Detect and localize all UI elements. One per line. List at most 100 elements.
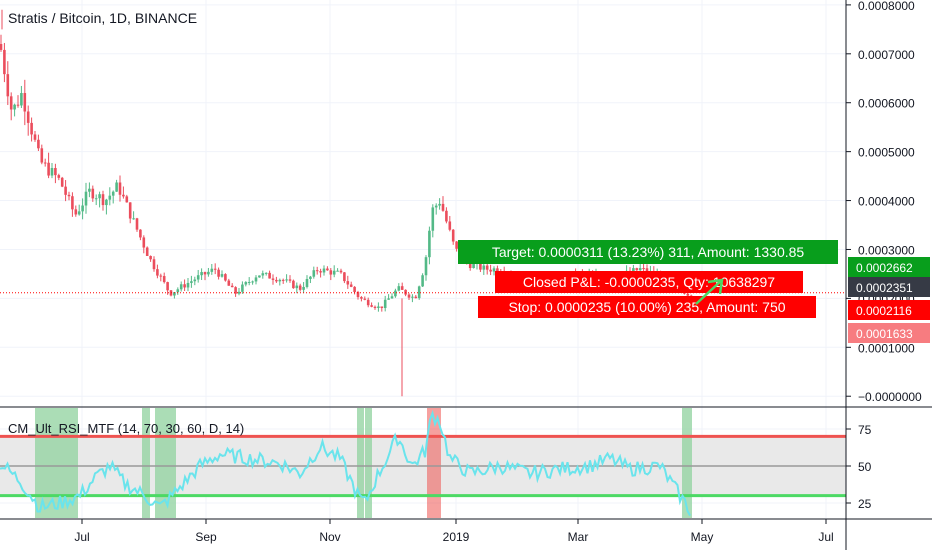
candle-body — [424, 257, 428, 276]
candle-body — [37, 139, 40, 149]
candle-body — [145, 247, 149, 256]
candle-body — [217, 269, 220, 277]
candle-body — [421, 275, 424, 287]
candle-body — [319, 271, 322, 273]
candle-body — [210, 268, 214, 272]
time-tick-label: Sep — [195, 530, 217, 544]
candle-body — [98, 194, 101, 199]
indicator-label: CM_Ult_RSI_MTF (14, 70, 30, 60, D, 14) — [8, 421, 245, 436]
candle-body — [186, 282, 190, 288]
candle-body — [101, 194, 105, 206]
time-tick-label: May — [691, 530, 714, 544]
candle-body — [33, 134, 37, 140]
time-tick-label: 2019 — [443, 530, 470, 544]
price-tick-label: 0.0007000 — [858, 48, 915, 62]
rsi-panel — [0, 409, 846, 517]
candle-body — [346, 281, 350, 285]
candle-body — [489, 269, 492, 272]
candle-body — [54, 168, 57, 176]
stop-box-bg — [478, 296, 816, 318]
rsi-line — [0, 409, 691, 517]
candle-body — [363, 298, 367, 300]
candle-body — [60, 177, 64, 187]
candle-body — [193, 279, 197, 282]
rsi-tick-label: 25 — [858, 497, 872, 511]
candle-body — [115, 182, 118, 192]
candle-body — [254, 277, 258, 282]
rsi-oversold-zone — [682, 408, 692, 518]
candle-body — [431, 207, 435, 231]
candle-body — [94, 198, 98, 200]
candle-body — [149, 255, 152, 260]
price-badge-label: 0.0002662 — [856, 261, 913, 275]
candle-body — [30, 122, 33, 135]
closed-pnl-box-bg — [495, 271, 803, 293]
candle-body — [332, 270, 336, 275]
rsi-tick-label: 50 — [858, 460, 872, 474]
candle-body — [196, 275, 200, 280]
candle-body — [383, 299, 387, 309]
candle-body — [445, 210, 448, 222]
candle-body — [271, 278, 275, 280]
candle-body — [64, 186, 67, 195]
candle-body — [264, 272, 268, 274]
target-box-bg — [458, 240, 838, 264]
candle-body — [84, 191, 88, 206]
candle-body — [9, 96, 13, 110]
stop-box-text: Stop: 0.0000235 (10.00%) 235, Amount: 75… — [508, 299, 785, 315]
candle-body — [356, 292, 360, 298]
candle-body — [74, 209, 78, 215]
candle-body — [152, 259, 156, 270]
candle-body — [91, 188, 95, 199]
candle-body — [353, 286, 356, 293]
candle-body — [288, 279, 292, 281]
price-badge-bg — [848, 277, 930, 297]
price-tick-label: 0.0001000 — [858, 341, 915, 355]
candle-body — [377, 306, 380, 308]
candle-body — [414, 296, 418, 299]
price-tick-label: 0.0003000 — [858, 243, 915, 257]
candle-body — [159, 275, 163, 277]
candle-body — [203, 272, 207, 275]
candle-body — [142, 237, 146, 248]
candle-body — [632, 268, 635, 273]
price-tick-label: 0.0004000 — [858, 195, 915, 209]
candle-body — [125, 196, 129, 203]
candle-body — [281, 279, 285, 281]
candle-body — [339, 270, 343, 273]
candle-body — [173, 292, 176, 296]
candle-body — [370, 305, 373, 307]
candle-body — [417, 286, 421, 299]
candle-body — [105, 199, 108, 206]
price-badge-bg — [848, 300, 930, 320]
chart-title: Stratis / Bitcoin, 1D, BINANCE — [8, 10, 198, 26]
candle-body — [492, 268, 496, 272]
candle-body — [135, 218, 139, 230]
candle-body — [485, 265, 489, 270]
candle-body — [397, 286, 401, 291]
candle-body — [387, 298, 390, 300]
candles — [0, 9, 693, 397]
candle-body — [3, 49, 6, 75]
candle-body — [251, 281, 254, 283]
candle-body — [455, 241, 458, 249]
candle-body — [479, 262, 482, 270]
candle-body — [234, 287, 237, 294]
candle-body — [407, 294, 411, 298]
price-badge-label: 0.0002116 — [856, 304, 912, 318]
candle-body — [67, 194, 71, 197]
candle-body — [230, 285, 234, 288]
candle-body — [213, 268, 217, 270]
candle-body — [642, 268, 645, 270]
rsi-oversold-zone — [142, 408, 150, 518]
candle-body — [298, 285, 302, 290]
candle-body — [285, 279, 288, 281]
candle-body — [6, 74, 10, 97]
candle-body — [400, 286, 404, 290]
candle-body — [162, 276, 166, 283]
candle-body — [207, 271, 210, 275]
candle-body — [0, 44, 3, 50]
candle-body — [176, 289, 180, 293]
